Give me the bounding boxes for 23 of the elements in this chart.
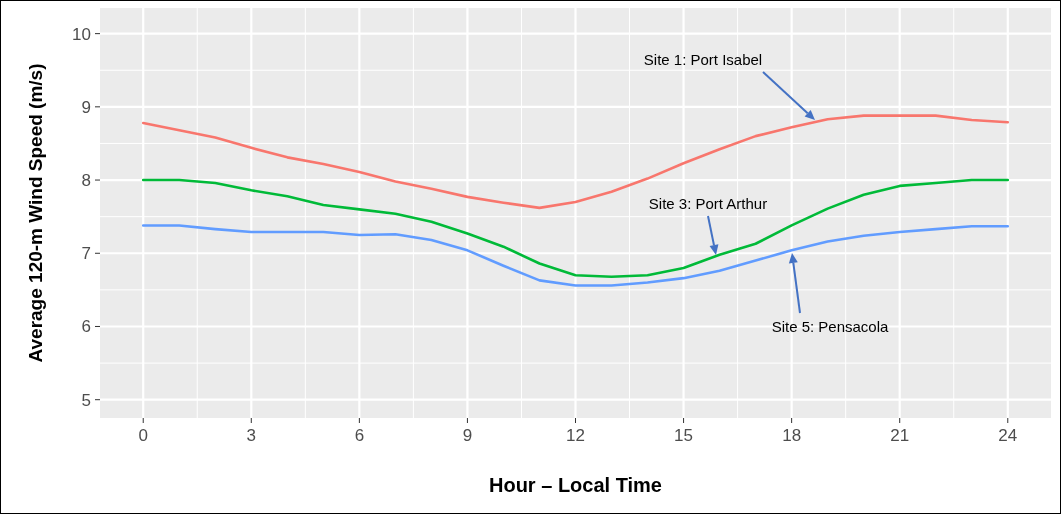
y-axis-title: Average 120-m Wind Speed (m/s): [25, 63, 46, 363]
x-tick-label: 24: [998, 426, 1018, 445]
y-tick-label: 10: [72, 24, 91, 44]
annotation: Site 5: Pensacola: [771, 318, 890, 336]
x-tick-label: 21: [890, 426, 910, 445]
x-axis-title: Hour – Local Time: [488, 474, 663, 496]
y-tick-label: 9: [81, 97, 91, 117]
x-tick-label: 12: [566, 426, 585, 445]
line-series: [141, 178, 1010, 278]
x-tick-label: 9: [462, 426, 473, 445]
x-tick-label: 3: [246, 426, 257, 445]
annotation: Site 3: Port Arthur: [648, 195, 768, 213]
y-tick-label: 6: [81, 317, 91, 337]
y-tick-label: 5: [81, 390, 91, 410]
y-tick-label: 7: [81, 244, 91, 264]
y-tick-label: 8: [81, 171, 91, 190]
x-tick-label: 0: [138, 426, 148, 445]
annotation: Site 1: Port Isabel: [643, 51, 763, 69]
x-tick-label: 15: [674, 426, 694, 445]
x-tick-label: 6: [354, 426, 365, 445]
line-series: [141, 224, 1010, 287]
x-tick-label: 18: [782, 426, 802, 445]
line-series: [141, 114, 1010, 210]
